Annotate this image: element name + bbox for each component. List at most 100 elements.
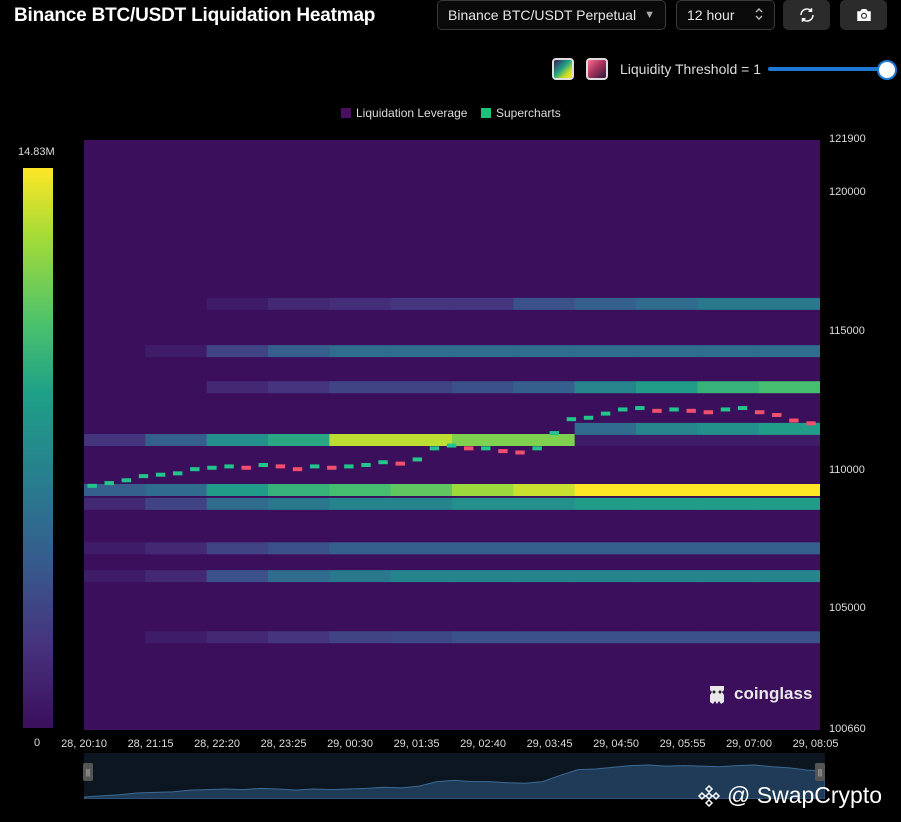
heatmap-cell — [84, 497, 146, 510]
heatmap-cell — [206, 542, 269, 555]
heatmap-cell — [758, 484, 820, 496]
heatmap-cell — [758, 434, 820, 446]
heatmap-cell — [697, 570, 760, 583]
heatmap-cell — [268, 345, 330, 358]
chevron-down-icon: ▼ — [644, 9, 655, 21]
refresh-button[interactable] — [783, 0, 830, 30]
navigator-left-handle[interactable]: || — [83, 763, 93, 781]
price-candle — [703, 410, 714, 415]
heatmap-cell — [268, 631, 330, 644]
binance-icon — [697, 784, 721, 807]
heatmap-cell — [268, 381, 330, 394]
price-candle — [173, 471, 183, 476]
price-candle — [549, 431, 559, 436]
threshold-slider-handle[interactable] — [877, 60, 897, 80]
price-candle — [241, 465, 251, 470]
heatmap-cell — [758, 497, 820, 510]
heatmap-cell — [758, 381, 820, 394]
heatmap-cell — [574, 422, 637, 435]
price-candle — [190, 467, 200, 472]
heatmap-cell — [329, 484, 392, 496]
price-candle — [772, 413, 782, 417]
x-axis-tick-label: 29, 01:35 — [393, 738, 440, 750]
x-axis-tick-label: 29, 03:45 — [526, 738, 573, 750]
price-candle — [652, 408, 662, 413]
price-candle — [412, 457, 423, 462]
x-axis-tick-label: 29, 00:30 — [327, 738, 373, 750]
y-axis-tick-label: 105000 — [829, 602, 866, 615]
interval-select[interactable]: 12 hour — [676, 0, 775, 30]
heatmap-cell — [758, 422, 820, 435]
heatmap-cell — [329, 434, 392, 446]
heatmap-cell — [636, 381, 698, 394]
price-candle — [515, 450, 525, 455]
heatmap-cell — [329, 542, 392, 555]
screenshot-button[interactable] — [840, 0, 887, 30]
heatmap-cell — [574, 570, 637, 583]
pair-select[interactable]: Binance BTC/USDT Perpetual ▼ — [437, 0, 666, 30]
heatmap-cell — [390, 381, 453, 394]
heatmap-cell — [636, 497, 698, 510]
heatmap-cell — [390, 631, 453, 644]
heatmap-cell — [697, 297, 760, 310]
heatmap-cell — [758, 631, 820, 644]
price-candle — [155, 472, 166, 477]
price-candle — [446, 443, 457, 448]
heatmap-cell — [758, 345, 820, 358]
price-candle — [224, 464, 234, 469]
price-candle — [275, 464, 286, 469]
heatmap-cell — [513, 497, 576, 510]
heatmap-cell — [390, 570, 453, 583]
heatmap-cell — [574, 542, 637, 555]
palette-rose-icon[interactable] — [586, 58, 608, 80]
heatmap-cell — [513, 345, 576, 358]
heatmap-cell — [697, 497, 760, 510]
legend-item-supercharts[interactable]: Supercharts — [481, 106, 561, 120]
heatmap-cell — [636, 297, 698, 310]
heatmap-plot[interactable] — [84, 140, 820, 730]
heatmap-cell — [206, 345, 269, 358]
heatmap-cell — [452, 631, 514, 644]
interval-select-value: 12 hour — [687, 7, 735, 23]
x-axis-tick-label: 29, 02:40 — [460, 738, 506, 750]
legend-item-liquidation-leverage[interactable]: Liquidation Leverage — [341, 106, 467, 120]
heatmap-cell — [636, 631, 698, 644]
heatmap-cell — [145, 345, 208, 358]
price-candle — [754, 410, 765, 415]
y-axis-tick-label: 115000 — [829, 324, 865, 337]
heatmap-cell — [697, 381, 760, 394]
heatmap-cell — [697, 542, 760, 555]
price-candle — [720, 407, 731, 412]
heatmap-cell — [452, 345, 514, 358]
heatmap-cell — [697, 422, 760, 435]
y-axis-tick-label: 121900 — [829, 133, 866, 145]
heatmap-cell — [513, 434, 576, 446]
chevron-updown-icon — [754, 7, 764, 24]
heatmap-cell — [329, 497, 392, 510]
heatmap-cell — [513, 631, 576, 644]
price-candle — [395, 461, 405, 466]
heatmap-cell — [452, 542, 514, 555]
price-candle — [789, 418, 799, 423]
threshold-slider[interactable] — [768, 67, 884, 71]
range-navigator[interactable] — [84, 753, 825, 799]
price-candle — [104, 481, 114, 486]
heatmap-cell — [513, 570, 576, 583]
heatmap-cell — [390, 434, 453, 446]
heatmap-cell — [145, 484, 208, 496]
heatmap-cell — [145, 542, 208, 555]
heatmap-cell — [513, 484, 576, 496]
heatmap-cell — [390, 297, 453, 310]
price-candle — [583, 415, 594, 420]
swapcrypto-watermark: @ SwapCrypto — [697, 782, 882, 809]
x-axis-tick-label: 29, 08:05 — [792, 738, 839, 750]
price-candle — [618, 407, 628, 412]
colorbar-min-label: 0 — [34, 737, 41, 749]
heatmap-cell — [574, 484, 637, 496]
heatmap-cell — [636, 422, 698, 435]
palette-viridis-icon[interactable] — [552, 58, 574, 80]
navigator-right-handle[interactable]: || — [815, 763, 825, 781]
heatmap-cell — [636, 570, 698, 583]
watermark-text: @ SwapCrypto — [727, 782, 883, 808]
price-candle — [806, 421, 816, 426]
